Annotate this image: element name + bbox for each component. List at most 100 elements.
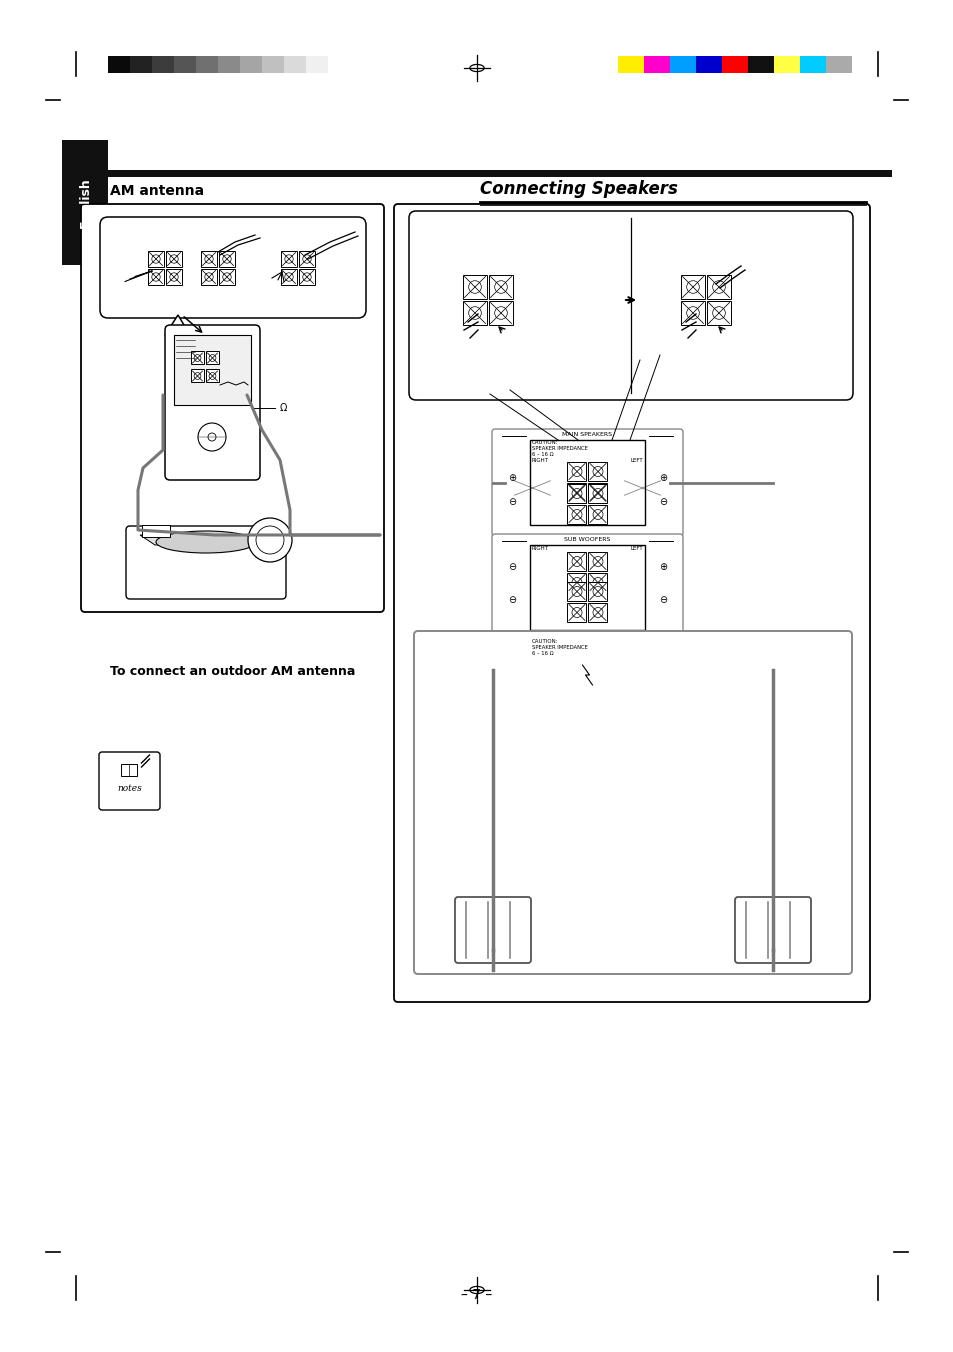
Bar: [206, 352, 219, 365]
Circle shape: [193, 373, 201, 380]
Circle shape: [205, 273, 213, 281]
Text: Connecting Speakers: Connecting Speakers: [479, 180, 678, 197]
Bar: [567, 484, 586, 503]
Bar: [680, 274, 704, 299]
Ellipse shape: [156, 531, 255, 553]
Circle shape: [193, 354, 201, 361]
Bar: [462, 274, 486, 299]
Circle shape: [152, 254, 160, 264]
Circle shape: [686, 281, 699, 293]
Text: ⊖: ⊖: [507, 498, 516, 507]
Circle shape: [593, 488, 602, 499]
Circle shape: [302, 273, 311, 281]
Bar: [706, 274, 730, 299]
Bar: [219, 269, 234, 285]
Circle shape: [170, 254, 178, 264]
Circle shape: [572, 510, 581, 519]
Circle shape: [593, 587, 602, 596]
Bar: [191, 369, 204, 383]
Bar: [284, 55, 306, 73]
Bar: [298, 251, 314, 266]
FancyBboxPatch shape: [81, 204, 384, 612]
Bar: [825, 55, 851, 73]
Text: SUB WOOFERS: SUB WOOFERS: [564, 537, 610, 542]
Bar: [680, 301, 704, 324]
Text: 6 – 16 Ω: 6 – 16 Ω: [532, 452, 553, 457]
Bar: [462, 301, 486, 324]
Circle shape: [205, 254, 213, 264]
Circle shape: [468, 281, 481, 293]
Circle shape: [170, 273, 178, 281]
Polygon shape: [165, 315, 190, 335]
Text: LEFT: LEFT: [630, 546, 642, 552]
Circle shape: [302, 254, 311, 264]
Text: notes: notes: [117, 784, 142, 794]
Circle shape: [255, 526, 284, 554]
Bar: [206, 369, 219, 383]
Circle shape: [572, 488, 581, 499]
Bar: [567, 581, 586, 602]
Bar: [696, 55, 721, 73]
Bar: [121, 764, 137, 776]
Text: ⊖: ⊖: [659, 498, 666, 507]
Circle shape: [593, 466, 602, 476]
Bar: [130, 55, 152, 73]
Text: English: English: [78, 177, 91, 228]
Text: SPEAKER IMPEDANCE: SPEAKER IMPEDANCE: [532, 645, 587, 650]
Bar: [142, 525, 170, 537]
Bar: [298, 269, 314, 285]
Circle shape: [495, 307, 507, 319]
Circle shape: [593, 607, 602, 618]
Bar: [669, 55, 696, 73]
Text: LEFT: LEFT: [630, 458, 642, 462]
Text: AM antenna: AM antenna: [110, 184, 204, 197]
Text: To connect an outdoor AM antenna: To connect an outdoor AM antenna: [110, 665, 355, 677]
Bar: [152, 55, 173, 73]
Circle shape: [285, 254, 293, 264]
Text: Ω: Ω: [280, 403, 287, 412]
Bar: [643, 55, 669, 73]
Bar: [108, 55, 130, 73]
Circle shape: [593, 510, 602, 519]
Circle shape: [152, 273, 160, 281]
Circle shape: [468, 307, 481, 319]
Bar: [148, 251, 164, 266]
FancyBboxPatch shape: [394, 204, 869, 1002]
Circle shape: [686, 307, 699, 319]
Text: SPEAKER IMPEDANCE: SPEAKER IMPEDANCE: [532, 446, 587, 452]
Text: – 7 –: – 7 –: [461, 1288, 492, 1302]
Text: 6 – 16 Ω: 6 – 16 Ω: [532, 652, 553, 656]
FancyBboxPatch shape: [165, 324, 260, 480]
Circle shape: [572, 607, 581, 618]
Bar: [567, 603, 586, 622]
Bar: [773, 55, 800, 73]
Bar: [530, 439, 644, 525]
Circle shape: [209, 354, 215, 361]
FancyBboxPatch shape: [455, 896, 531, 963]
Bar: [588, 573, 607, 592]
Bar: [588, 506, 607, 525]
Text: ⊕: ⊕: [507, 473, 516, 483]
Bar: [567, 483, 586, 502]
Bar: [747, 55, 773, 73]
Polygon shape: [140, 535, 270, 545]
Bar: [567, 506, 586, 525]
FancyBboxPatch shape: [126, 526, 286, 599]
Bar: [588, 603, 607, 622]
Bar: [173, 55, 195, 73]
Text: RIGHT: RIGHT: [532, 458, 548, 462]
Bar: [706, 301, 730, 324]
Text: ⊕: ⊕: [659, 473, 666, 483]
Bar: [148, 269, 164, 285]
Circle shape: [198, 423, 226, 452]
Bar: [588, 462, 607, 481]
Circle shape: [495, 281, 507, 293]
Bar: [306, 55, 328, 73]
Bar: [173, 335, 251, 406]
Bar: [588, 552, 607, 571]
Bar: [166, 269, 182, 285]
Bar: [618, 55, 643, 73]
Text: CAUTION:: CAUTION:: [532, 439, 558, 445]
Bar: [191, 352, 204, 365]
Circle shape: [572, 466, 581, 476]
